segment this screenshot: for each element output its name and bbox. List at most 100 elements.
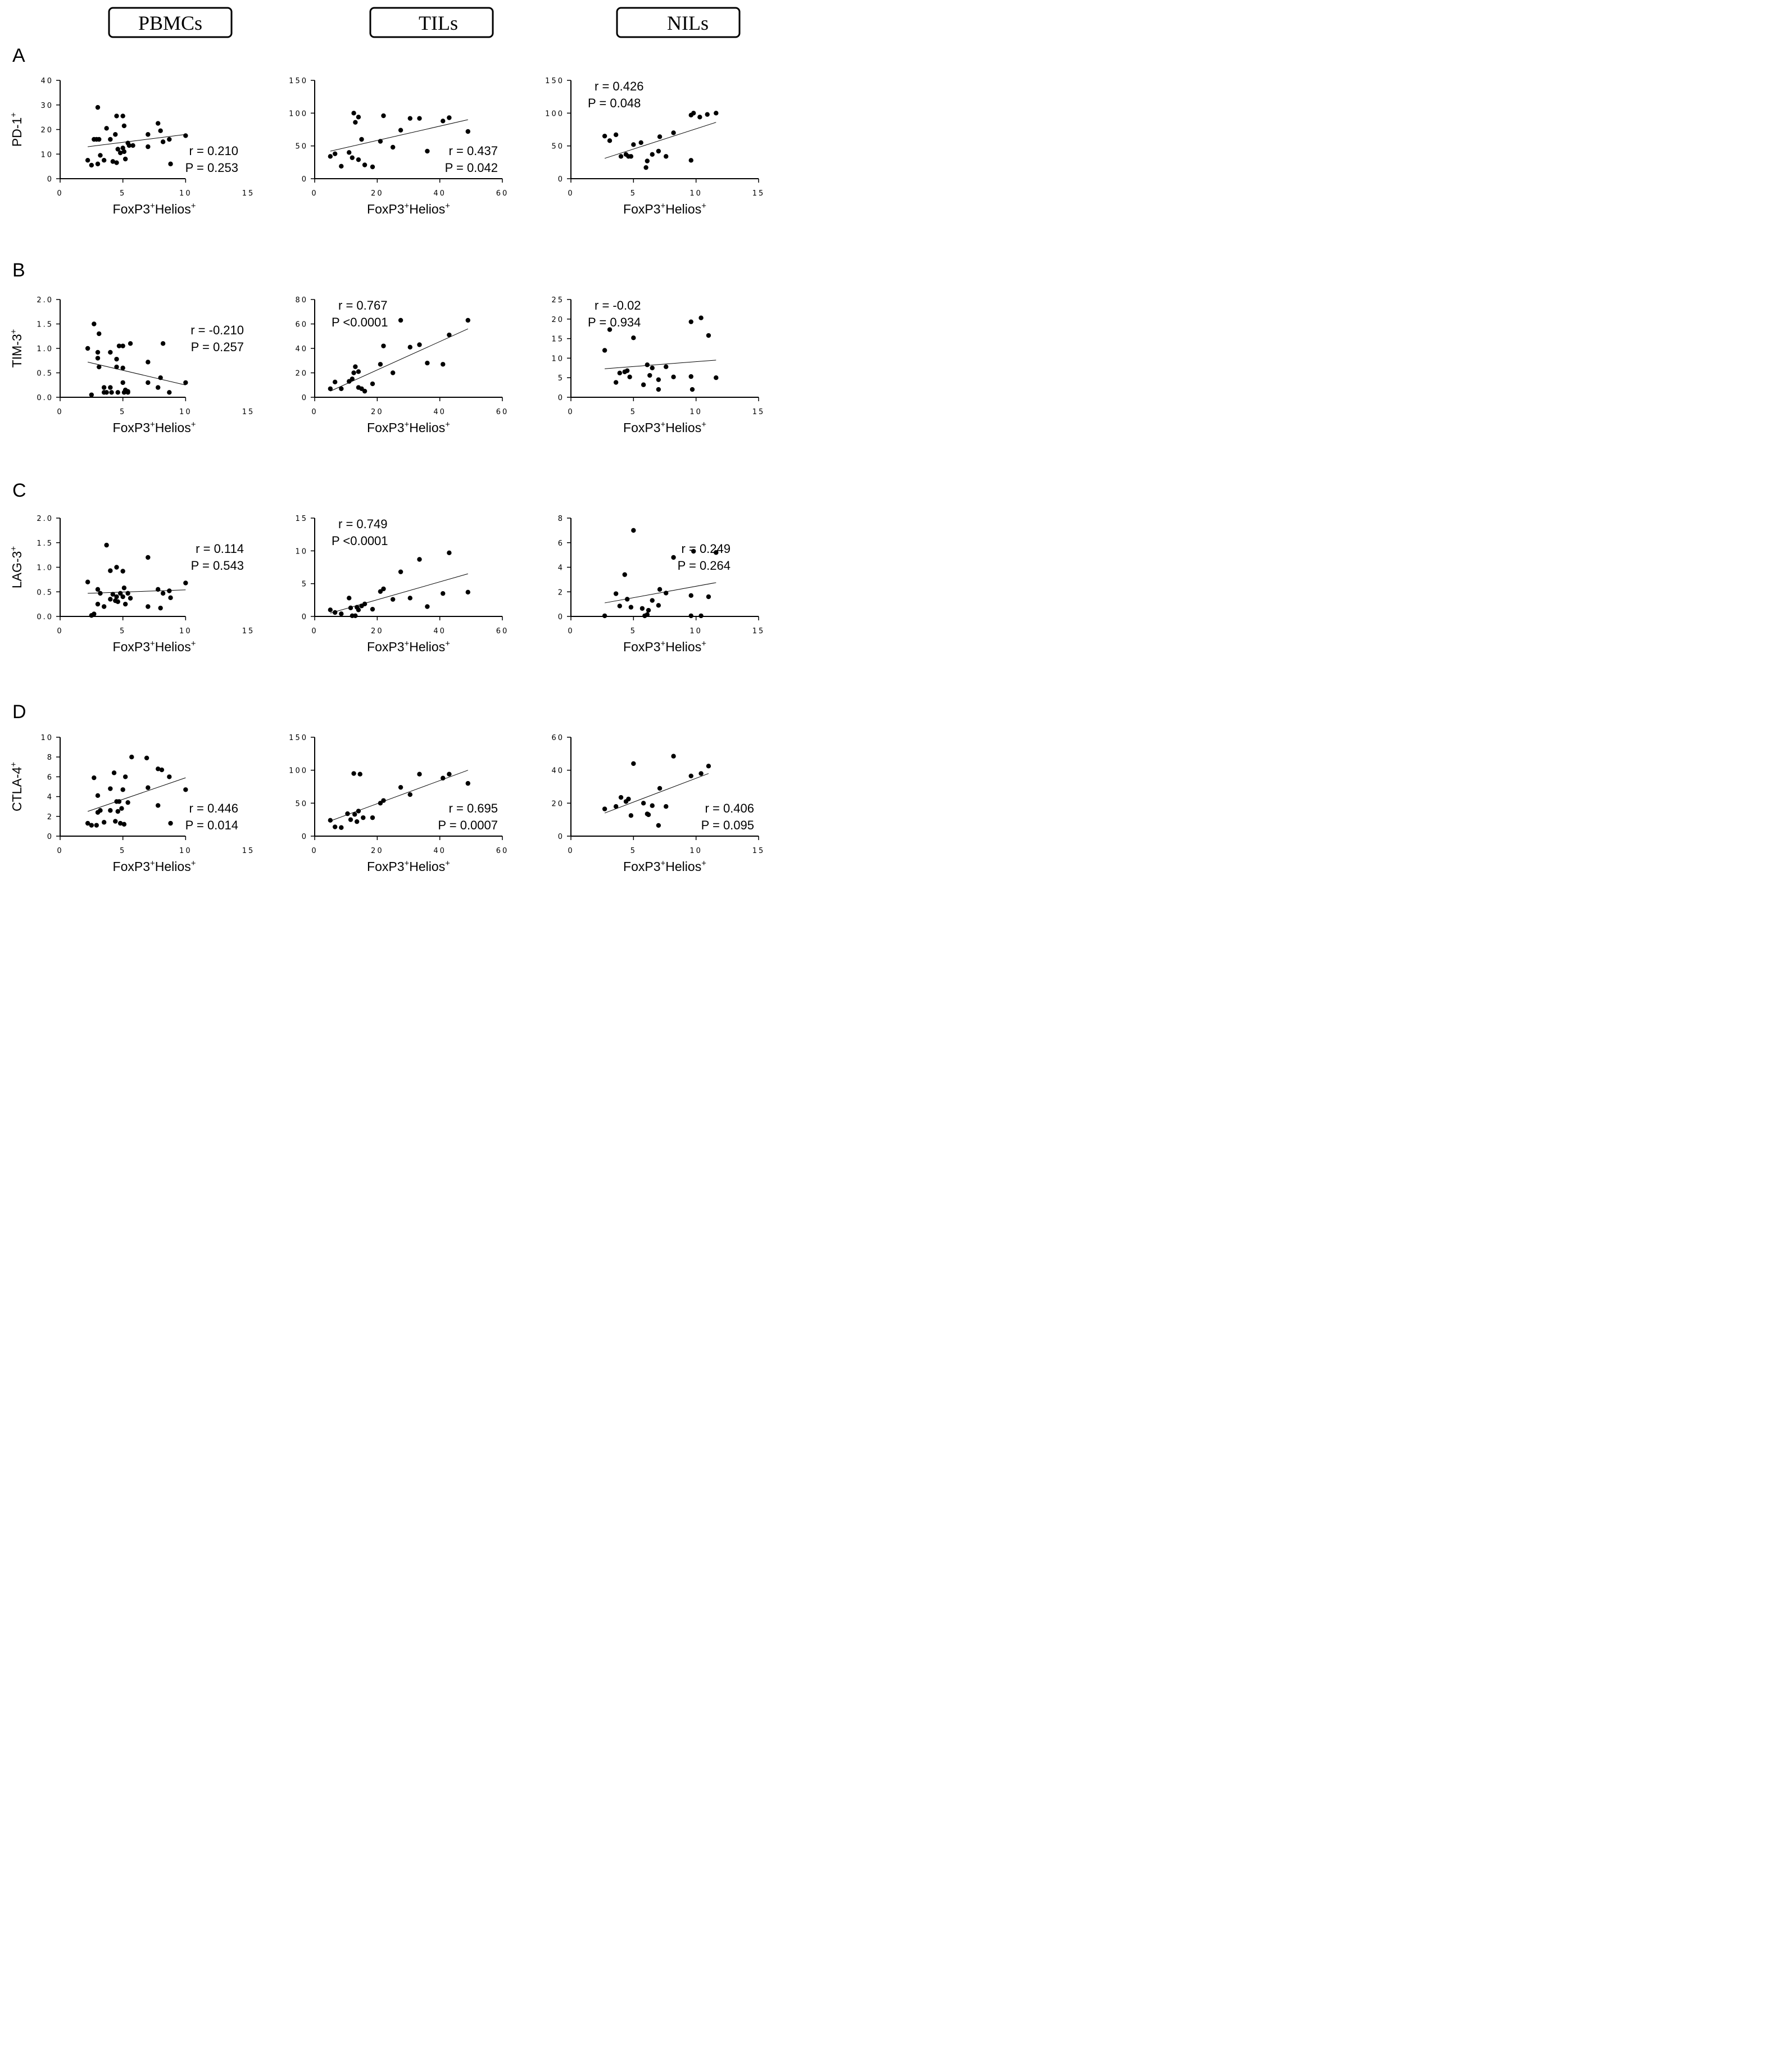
y-tick-label: 2 xyxy=(558,588,564,597)
data-point xyxy=(465,129,470,134)
row-letter-d: D xyxy=(12,701,26,723)
data-point xyxy=(688,374,693,379)
x-axis-label-sup: + xyxy=(150,201,155,211)
y-axis-label-part: TIM-3 xyxy=(10,334,24,367)
x-tick-label: 15 xyxy=(752,189,765,198)
data-point xyxy=(646,812,651,818)
data-point xyxy=(656,823,661,828)
x-axis-label-sup: + xyxy=(701,420,706,429)
data-point xyxy=(618,154,624,159)
data-point xyxy=(706,764,711,769)
data-point xyxy=(622,572,627,577)
x-axis-label: FoxP3+Helios+ xyxy=(623,201,706,216)
y-axis-label-part: PD-1 xyxy=(10,117,24,147)
data-point xyxy=(650,365,655,370)
data-point xyxy=(465,317,470,323)
data-point xyxy=(108,385,113,390)
y-tick-label: 1.0 xyxy=(37,345,53,353)
data-point xyxy=(381,586,386,592)
data-point xyxy=(167,588,172,593)
data-point xyxy=(381,798,386,803)
x-axis-label-sup: + xyxy=(445,639,450,648)
regression-line xyxy=(330,119,468,152)
data-point xyxy=(347,596,352,601)
data-point xyxy=(328,386,333,391)
y-tick-label: 40 xyxy=(551,767,564,775)
x-axis-label: FoxP3+Helios+ xyxy=(113,420,196,435)
x-tick-label: 60 xyxy=(496,408,509,416)
data-point xyxy=(698,315,704,320)
x-axis-label-part: FoxP3 xyxy=(367,202,404,216)
data-point xyxy=(447,332,452,338)
p-value: P = 0.257 xyxy=(191,340,244,354)
data-point xyxy=(339,825,344,830)
data-point xyxy=(398,569,403,574)
data-point xyxy=(85,346,90,351)
data-point xyxy=(98,808,103,813)
y-tick-label: 2.0 xyxy=(37,296,53,305)
x-axis-label-sup: + xyxy=(191,639,196,648)
x-axis-label-part: Helios xyxy=(409,420,445,435)
data-point xyxy=(114,565,119,570)
data-point xyxy=(332,824,338,829)
data-point xyxy=(114,356,119,362)
x-axis-label-part: Helios xyxy=(665,202,701,216)
data-point xyxy=(95,356,101,361)
regression-line xyxy=(88,134,186,147)
data-point xyxy=(168,161,173,166)
data-point xyxy=(121,149,127,155)
data-point xyxy=(89,162,94,168)
data-point xyxy=(114,160,119,165)
column-header-label: NILs xyxy=(667,12,709,34)
data-point xyxy=(129,755,134,760)
x-tick-label: 10 xyxy=(179,408,192,416)
data-point xyxy=(121,123,127,129)
x-axis-label-part: FoxP3 xyxy=(367,859,404,874)
data-point xyxy=(183,787,188,792)
y-tick-label: 1.0 xyxy=(37,564,53,573)
x-axis-label-sup: + xyxy=(405,420,410,429)
data-point xyxy=(465,589,470,595)
x-axis-label-part: Helios xyxy=(409,202,445,216)
y-axis-label-sup: + xyxy=(9,762,19,767)
p-value: P = 0.934 xyxy=(588,315,641,329)
correlation-r: r = 0.767 xyxy=(338,298,387,312)
x-axis-label-part: Helios xyxy=(155,202,191,216)
data-point xyxy=(128,596,133,601)
data-point xyxy=(92,775,97,781)
data-point xyxy=(347,150,352,155)
x-axis-label-sup: + xyxy=(701,639,706,648)
y-tick-label: 40 xyxy=(295,345,308,353)
data-point xyxy=(656,603,661,608)
y-tick-label: 15 xyxy=(295,515,308,523)
data-point xyxy=(628,813,634,818)
x-tick-label: 60 xyxy=(496,847,509,855)
data-point xyxy=(113,132,118,137)
data-point xyxy=(167,137,172,142)
data-point xyxy=(158,375,163,380)
data-point xyxy=(328,607,333,612)
data-point xyxy=(638,140,643,146)
data-point xyxy=(613,804,619,809)
p-value: P = 0.264 xyxy=(678,559,731,573)
x-axis-label-part: FoxP3 xyxy=(623,639,660,654)
row-letter-b: B xyxy=(12,260,25,281)
data-point xyxy=(688,613,693,619)
data-point xyxy=(378,139,383,144)
data-point xyxy=(113,819,118,824)
data-point xyxy=(146,785,151,790)
y-tick-label: 10 xyxy=(40,151,53,159)
data-point xyxy=(626,796,631,802)
data-point xyxy=(356,157,361,162)
x-axis-label: FoxP3+Helios+ xyxy=(623,859,706,874)
data-point xyxy=(398,317,403,323)
data-point xyxy=(92,611,97,616)
data-point xyxy=(94,823,99,828)
x-tick-label: 20 xyxy=(371,627,384,636)
data-point xyxy=(118,591,123,596)
y-tick-label: 0 xyxy=(302,613,308,621)
y-tick-label: 8 xyxy=(558,515,564,523)
data-point xyxy=(650,803,655,808)
